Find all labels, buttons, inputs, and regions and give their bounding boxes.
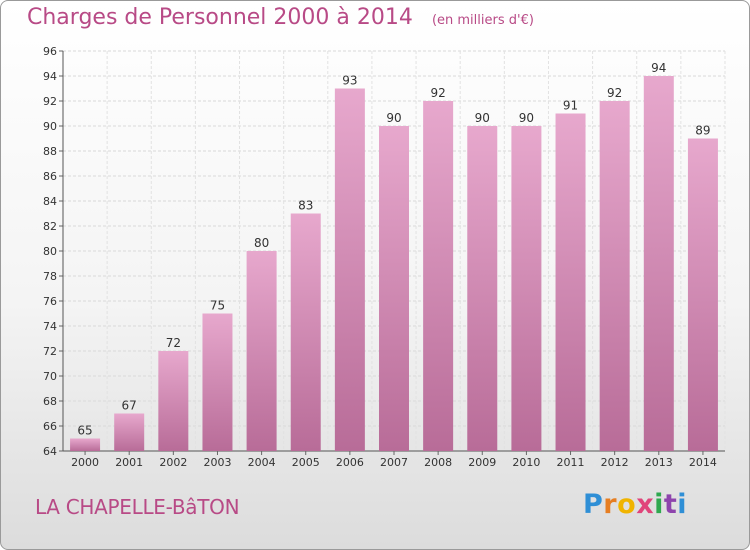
commune-name: LA CHAPELLE-BâTON — [35, 495, 240, 519]
y-tick-label: 84 — [43, 195, 57, 208]
value-label: 93 — [342, 74, 357, 88]
x-tick-label: 2007 — [380, 456, 408, 469]
proxiti-logo: Proxiti — [583, 489, 687, 520]
x-tick-label: 2013 — [645, 456, 673, 469]
value-label: 92 — [607, 86, 622, 100]
x-tick-label: 2000 — [71, 456, 99, 469]
value-label: 67 — [122, 399, 137, 413]
x-tick-label: 2009 — [468, 456, 496, 469]
y-tick-label: 68 — [43, 395, 57, 408]
bar-2006 — [334, 88, 365, 451]
chart-unit: (en milliers d'€) — [431, 13, 534, 28]
value-label: 89 — [695, 124, 710, 138]
y-tick-label: 64 — [43, 445, 57, 458]
x-tick-label: 2003 — [203, 456, 231, 469]
y-tick-label: 74 — [43, 320, 57, 333]
bar-2009 — [467, 126, 498, 451]
y-tick-label: 80 — [43, 245, 57, 258]
logo-letter: r — [603, 489, 618, 520]
bar-2012 — [599, 101, 630, 451]
bar-2014 — [687, 138, 718, 451]
value-label: 83 — [298, 199, 313, 213]
bar-2003 — [202, 313, 233, 451]
logo-letter: t — [663, 489, 678, 520]
logo-letter: o — [617, 489, 637, 520]
bar-2005 — [290, 213, 321, 451]
chart-title: Charges de Personnel 2000 à 2014 — [27, 5, 413, 30]
x-tick-label: 2006 — [336, 456, 364, 469]
x-tick-label: 2004 — [248, 456, 276, 469]
bar-2001 — [114, 413, 145, 451]
value-label: 91 — [563, 99, 578, 113]
x-tick-label: 2001 — [115, 456, 143, 469]
bar-2008 — [423, 101, 454, 451]
logo-letter: P — [583, 489, 604, 520]
bar-2000 — [70, 438, 101, 451]
x-tick-label: 2012 — [601, 456, 629, 469]
value-label: 72 — [166, 336, 181, 350]
y-tick-label: 70 — [43, 370, 57, 383]
y-tick-label: 92 — [43, 95, 57, 108]
logo-letter: x — [636, 489, 655, 520]
x-tick-label: 2011 — [557, 456, 585, 469]
y-tick-label: 86 — [43, 170, 57, 183]
value-label: 90 — [386, 111, 401, 125]
value-label: 75 — [210, 299, 225, 313]
y-tick-label: 90 — [43, 120, 57, 133]
bar-chart: 64 66 68 70 72 74 76 78 80 82 84 86 88 90 92 94 96 65 200… — [43, 45, 726, 469]
x-tick-label: 2008 — [424, 456, 452, 469]
y-tick-label: 78 — [43, 270, 57, 283]
logo-letter: i — [654, 489, 664, 520]
y-tick-label: 66 — [43, 420, 57, 433]
bar-2004 — [246, 251, 277, 451]
bar-2011 — [555, 113, 586, 451]
bar-2007 — [379, 126, 409, 451]
bar-2013 — [643, 76, 674, 451]
value-label: 90 — [519, 111, 534, 125]
x-tick-label: 2005 — [292, 456, 320, 469]
value-label: 92 — [430, 86, 445, 100]
x-tick-label: 2014 — [689, 456, 717, 469]
x-tick-label: 2002 — [159, 456, 187, 469]
x-tick-label: 2010 — [512, 456, 540, 469]
y-tick-label: 72 — [43, 345, 57, 358]
y-tick-label: 96 — [43, 45, 57, 58]
bar-2010 — [511, 126, 542, 451]
value-label: 94 — [651, 61, 666, 75]
bar-2002 — [158, 351, 189, 451]
logo-letter: i — [677, 489, 688, 520]
y-tick-label: 82 — [43, 220, 57, 233]
value-label: 80 — [254, 236, 269, 250]
y-tick-label: 76 — [43, 295, 57, 308]
y-tick-label: 94 — [43, 70, 57, 83]
chart-title-block: Charges de Personnel 2000 à 2014 (en mil… — [27, 5, 534, 30]
y-tick-label: 88 — [43, 145, 57, 158]
value-label: 65 — [77, 424, 92, 438]
value-label: 90 — [475, 111, 490, 125]
